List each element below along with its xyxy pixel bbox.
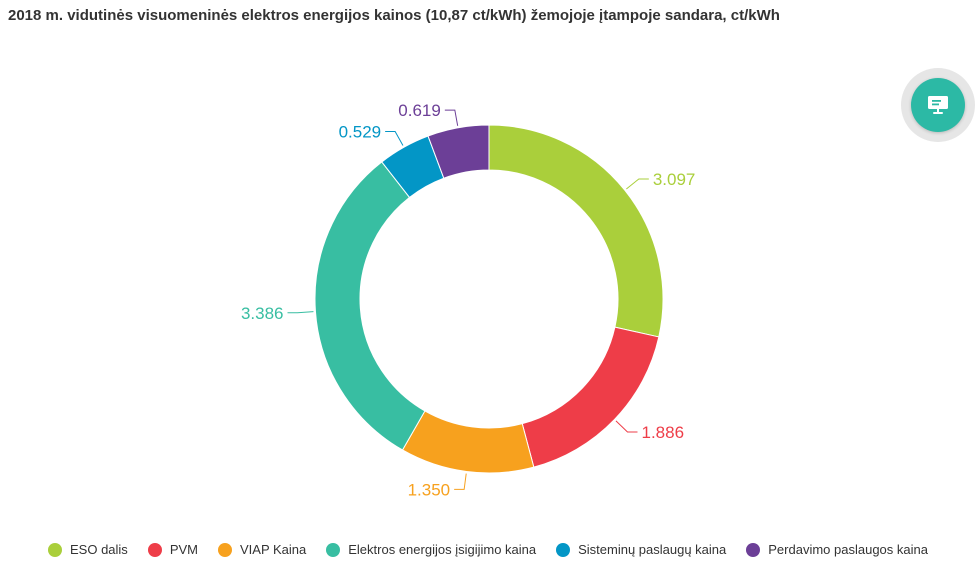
data-label-2: 1.350: [408, 480, 451, 499]
label-connector-0: [626, 178, 649, 190]
data-label-0: 3.097: [653, 170, 696, 189]
data-label-5: 0.619: [398, 101, 441, 120]
legend-label: Perdavimo paslaugos kaina: [768, 542, 928, 557]
label-connector-2: [454, 473, 467, 490]
legend-dot-icon: [326, 542, 341, 557]
label-connector-4: [385, 131, 404, 146]
legend-label: ESO dalis: [70, 542, 128, 557]
legend-item-0[interactable]: ESO dalis: [48, 542, 128, 557]
label-connector-3: [287, 311, 314, 314]
slice-5[interactable]: [427, 124, 490, 179]
slice-0[interactable]: [488, 124, 664, 338]
fab-container: [901, 68, 975, 142]
legend-dot-icon: [217, 542, 232, 557]
legend-dot-icon: [147, 542, 162, 557]
legend-item-3[interactable]: Elektros energijos įsigijimo kaina: [326, 542, 536, 557]
legend-item-4[interactable]: Sisteminų paslaugų kaina: [556, 542, 726, 557]
presentation-icon: [928, 96, 948, 114]
legend-item-2[interactable]: VIAP Kaina: [217, 542, 307, 557]
chart-legend: ESO dalis PVM VIAP Kaina Elektros energijos…: [0, 542, 976, 557]
data-label-1: 1.886: [641, 423, 684, 442]
presentation-button[interactable]: [911, 78, 965, 132]
label-connector-1: [615, 420, 638, 433]
legend-label: Elektros energijos įsigijimo kaina: [348, 542, 537, 557]
legend-label: VIAP Kaina: [239, 542, 307, 557]
legend-label: Sisteminų paslaugų kaina: [578, 542, 727, 557]
data-label-4: 0.529: [339, 123, 382, 142]
legend-dot-icon: [48, 542, 62, 557]
legend-dot-icon: [556, 542, 571, 557]
label-connector-5: [444, 109, 459, 126]
legend-item-5[interactable]: Perdavimo paslaugos kaina: [746, 542, 928, 557]
legend-label: PVM: [169, 542, 198, 557]
legend-item-1[interactable]: PVM: [147, 542, 198, 557]
slice-2[interactable]: [401, 410, 535, 474]
slice-1[interactable]: [521, 326, 660, 468]
slice-3[interactable]: [314, 161, 426, 451]
data-label-3: 3.386: [241, 304, 284, 323]
legend-dot-icon: [746, 542, 761, 557]
chart-title: 2018 m. vidutinės visuomeninės elektros …: [8, 7, 780, 24]
